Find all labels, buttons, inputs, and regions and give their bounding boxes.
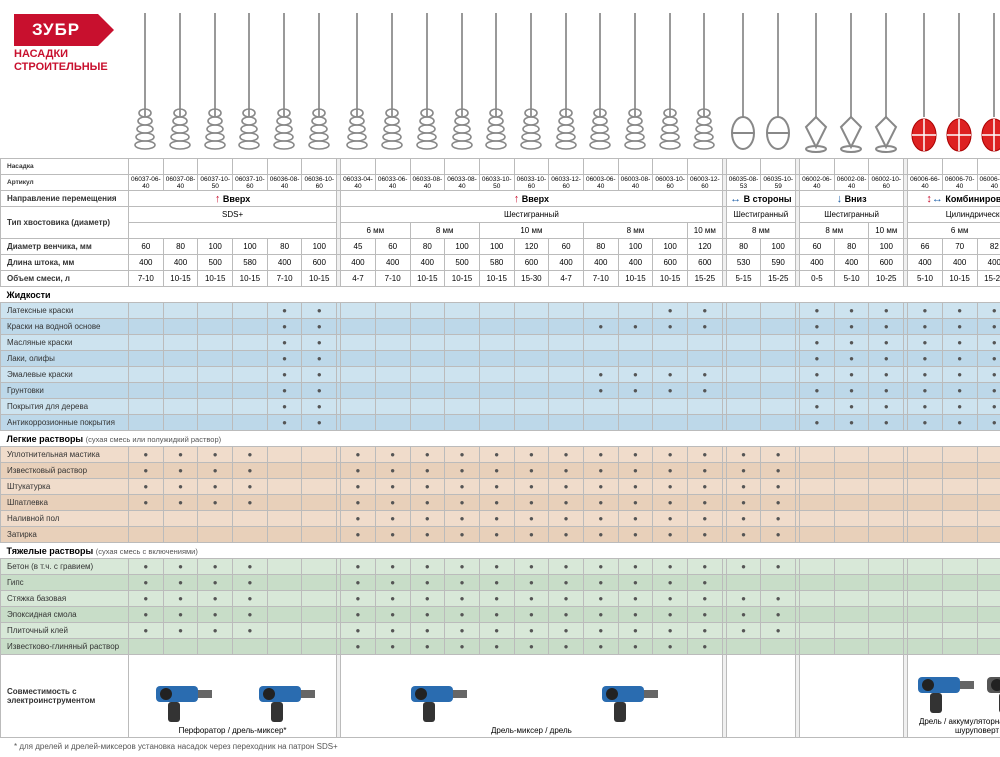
article-code: 06006-66-40 (908, 175, 943, 191)
page-title: НАСАДКИСТРОИТЕЛЬНЫЕ (14, 48, 108, 74)
article-code: 06037-10-60 (233, 175, 268, 191)
material-row: Бетон (в т.ч. с гравием) (1, 559, 129, 575)
row-label: Объем смеси, л (1, 271, 129, 287)
article-code: 06003-08-40 (618, 175, 653, 191)
material-row: Наливной пол (1, 511, 129, 527)
row-label: Насадка (1, 159, 129, 175)
row-label: Совместимость с электроинструментом (1, 655, 129, 738)
article-code: 06036-10-60 (302, 175, 337, 191)
material-row: Покрытия для дерева (1, 399, 129, 415)
brand-logo: ЗУБР (14, 14, 98, 46)
article-code: 06006-70-40 (942, 175, 977, 191)
tool-group: Дрель / аккумуляторная дрель-шуруповерт (908, 655, 1000, 738)
material-row: Эпоксидная смола (1, 607, 129, 623)
section-header: Жидкости (1, 287, 1000, 303)
article-code: 06002-08-40 (834, 175, 869, 191)
article-code: 06033-10-60 (514, 175, 549, 191)
article-code: 06033-12-60 (549, 175, 584, 191)
material-row: Грунтовки (1, 383, 129, 399)
material-row: Известково-глиняный раствор (1, 639, 129, 655)
article-code: 06035-10-59 (761, 175, 796, 191)
section-header: Тяжелые растворы (сухая смесь с включени… (1, 543, 1000, 559)
material-row: Уплотнительная мастика (1, 447, 129, 463)
article-code: 06003-12-60 (688, 175, 723, 191)
article-code: 06037-06-40 (129, 175, 164, 191)
article-code: 06037-10-50 (198, 175, 233, 191)
tool-group: Перфоратор / дрель-миксер* (129, 655, 337, 738)
material-row: Лаки, олифы (1, 351, 129, 367)
article-code: 06033-04-40 (341, 175, 376, 191)
row-label: Тип хвостовика (диаметр) (1, 207, 129, 239)
row-label: Направление перемещения (1, 191, 129, 207)
footnote: * для дрелей и дрелей-миксеров установка… (0, 738, 1000, 757)
material-row: Плиточный клей (1, 623, 129, 639)
spec-table: НасадкаАртикул06037-06-4006037-08-400603… (0, 158, 1000, 738)
row-label: Артикул (1, 175, 129, 191)
article-code: 06002-06-40 (800, 175, 835, 191)
section-header: Легкие растворы (сухая смесь или полужид… (1, 431, 1000, 447)
tool-group: Дрель-миксер / дрель (341, 655, 723, 738)
material-row: Известковый раствор (1, 463, 129, 479)
article-code: 06035-08-53 (726, 175, 761, 191)
article-code: 06036-08-40 (267, 175, 302, 191)
article-code: 06037-08-40 (163, 175, 198, 191)
row-label: Длина штока, мм (1, 255, 129, 271)
article-code: 06002-10-60 (869, 175, 904, 191)
article-code: 06033-10-50 (479, 175, 514, 191)
article-code: 06033-06-40 (375, 175, 410, 191)
material-row: Масляные краски (1, 335, 129, 351)
article-code: 06033-08-40 (410, 175, 445, 191)
article-code: 06006-82-40 (977, 175, 1000, 191)
material-row: Краски на водной основе (1, 319, 129, 335)
material-row: Штукатурка (1, 479, 129, 495)
article-code: 06003-06-40 (583, 175, 618, 191)
material-row: Стяжка базовая (1, 591, 129, 607)
article-code: 06003-10-60 (653, 175, 688, 191)
material-row: Антикоррозионные покрытия (1, 415, 129, 431)
material-row: Затирка (1, 527, 129, 543)
material-row: Эмалевые краски (1, 367, 129, 383)
article-code: 06033-08-40 (445, 175, 480, 191)
row-label: Диаметр венчика, мм (1, 239, 129, 255)
material-row: Гипс (1, 575, 129, 591)
material-row: Шпатлевка (1, 495, 129, 511)
material-row: Латексные краски (1, 303, 129, 319)
product-illustrations (128, 5, 1000, 155)
